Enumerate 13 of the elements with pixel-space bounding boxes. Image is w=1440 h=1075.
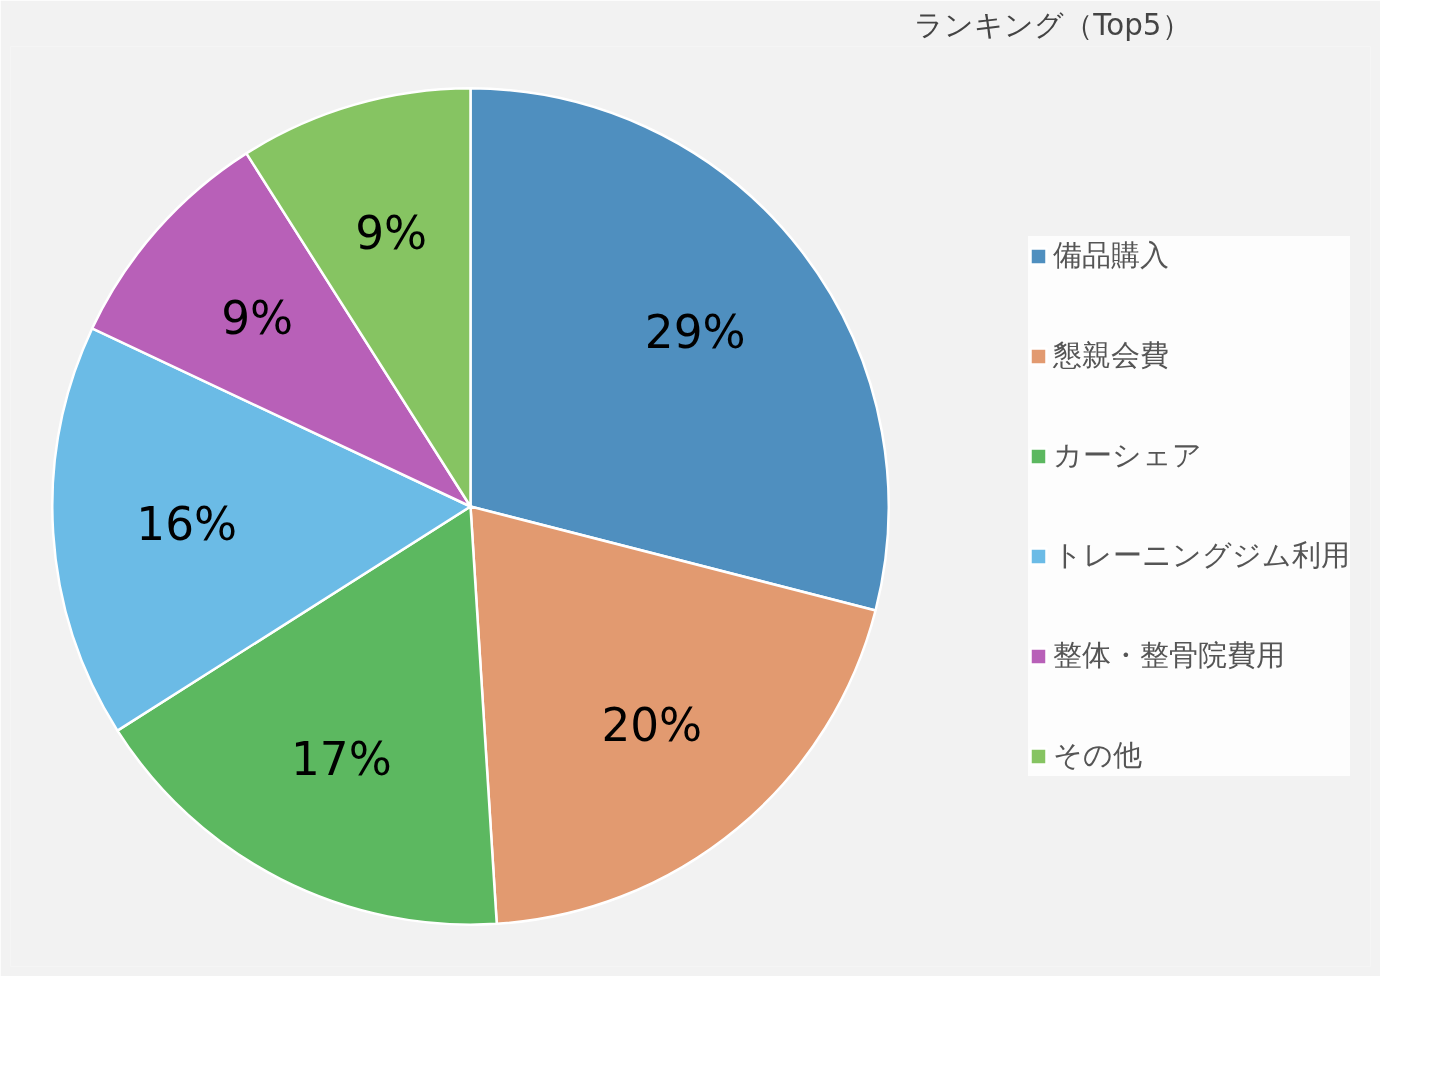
legend-label: カーシェア: [1053, 437, 1202, 474]
data-label: 29%: [644, 305, 746, 359]
chart-title: ランキング（Top5）: [914, 7, 1191, 42]
legend-label: その他: [1053, 737, 1142, 774]
data-label: 9%: [355, 206, 428, 260]
legend-label: 整体・整骨院費用: [1053, 637, 1285, 674]
legend-label: 懇親会費: [1053, 337, 1169, 374]
data-label: 9%: [221, 291, 294, 345]
data-label: 20%: [601, 699, 703, 753]
data-label: 16%: [136, 497, 238, 551]
legend-label: 備品購入: [1053, 237, 1169, 274]
legend-label: トレーニングジム利用: [1053, 537, 1350, 574]
data-label: 17%: [291, 733, 392, 787]
